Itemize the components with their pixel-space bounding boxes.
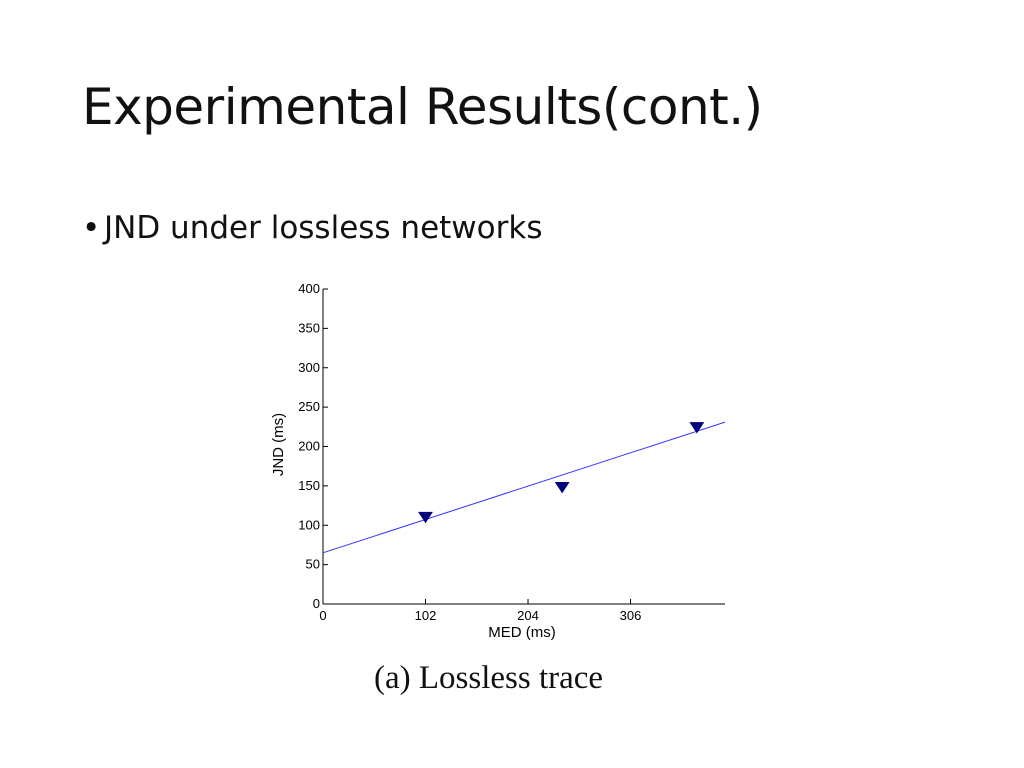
y-tick-label: 0: [313, 596, 320, 611]
y-tick-label: 400: [298, 281, 320, 296]
y-axis-label: JND (ms): [270, 413, 287, 476]
y-tick-label: 300: [298, 360, 320, 375]
y-tick-label: 250: [298, 399, 320, 414]
chart-caption: (a) Lossless trace: [374, 660, 604, 696]
x-tick-label: 306: [620, 608, 642, 623]
y-tick-label: 100: [298, 517, 320, 532]
data-point-marker: [689, 422, 705, 434]
bullet-text: JND under lossless networks: [104, 210, 543, 246]
slide-title: Experimental Results(cont.): [82, 78, 763, 136]
x-tick-label: 204: [517, 608, 539, 623]
fit-line: [322, 421, 726, 554]
x-axis-label: MED (ms): [488, 624, 556, 641]
x-tick-label: 0: [319, 608, 326, 623]
bullet-icon: •: [82, 210, 101, 246]
y-tick-label: 50: [306, 557, 320, 572]
y-tick-label: 200: [298, 439, 320, 454]
data-point-marker: [418, 511, 433, 524]
y-tick-label: 350: [298, 320, 320, 335]
y-tick-label: 150: [298, 478, 320, 493]
x-tick-label: 102: [415, 608, 437, 623]
bullet-item: • JND under lossless networks: [82, 210, 542, 246]
data-point-marker: [554, 481, 570, 494]
